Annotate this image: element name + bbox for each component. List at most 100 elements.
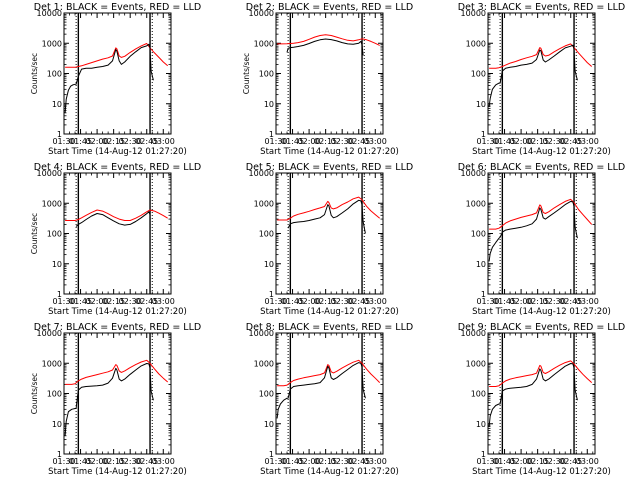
series-lld-line	[65, 209, 168, 221]
plot-frame	[63, 172, 172, 295]
y-tick-label: 10000	[249, 169, 274, 178]
series-lld-line	[277, 34, 380, 46]
x-tick-label: 03:00	[364, 457, 387, 466]
x-tick-label: 02:00	[86, 457, 109, 466]
y-tick-label: 10	[264, 260, 274, 269]
x-tick-label: 02:30	[331, 297, 354, 306]
y-tick-label: 1	[57, 450, 62, 459]
plot-frame	[63, 332, 172, 455]
x-axis-label: Start Time (14-Aug-12 01:27:20)	[472, 307, 611, 317]
x-tick-label: 01:45	[493, 457, 516, 466]
x-tick-label: 02:15	[526, 137, 549, 146]
x-axis-label: Start Time (14-Aug-12 01:27:20)	[260, 307, 399, 317]
x-tick-label: 02:00	[298, 457, 321, 466]
y-tick-label: 1000	[466, 199, 486, 208]
y-tick-label: 10000	[37, 9, 62, 18]
x-tick-label: 01:45	[69, 457, 92, 466]
x-tick-label: 02:15	[102, 137, 125, 146]
panel-9: Det 9: BLACK = Events, RED = LLD 1 10 100 10…	[458, 322, 625, 477]
series-lld-line	[489, 360, 593, 387]
x-axis-label: Start Time (14-Aug-12 01:27:20)	[472, 467, 611, 477]
series-events-line	[488, 200, 578, 262]
plot-frame	[487, 12, 596, 135]
y-tick-label: 10	[264, 420, 274, 429]
y-tick-label: 10000	[249, 9, 274, 18]
series-events-line	[64, 363, 154, 436]
series-lld-line	[277, 359, 381, 387]
y-tick-label: 1000	[42, 359, 62, 368]
y-tick-label: 10000	[249, 329, 274, 338]
x-axis-label: Start Time (14-Aug-12 01:27:20)	[48, 467, 187, 477]
series-lld-line	[489, 198, 593, 230]
x-tick-label: 02:15	[314, 137, 337, 146]
x-tick-label: 01:45	[281, 137, 304, 146]
x-axis-label: Start Time (14-Aug-12 01:27:20)	[472, 147, 611, 157]
y-tick-label: 1000	[42, 199, 62, 208]
x-tick-label: 02:00	[86, 137, 109, 146]
panel-title: Det 3: BLACK = Events, RED = LLD	[458, 2, 625, 13]
y-tick-label: 10	[264, 100, 274, 109]
panel-3: Det 3: BLACK = Events, RED = LLD 1 10 100 10…	[458, 2, 625, 157]
y-tick-label: 1000	[466, 359, 486, 368]
plot-frame	[487, 332, 596, 455]
x-tick-label: 02:00	[298, 137, 321, 146]
x-tick-label: 01:45	[493, 297, 516, 306]
x-tick-label: 03:00	[576, 457, 599, 466]
series-events-line	[488, 363, 578, 427]
y-tick-label: 100	[471, 390, 486, 399]
x-tick-label: 02:45	[559, 457, 582, 466]
x-axis-label: Start Time (14-Aug-12 01:27:20)	[48, 147, 187, 157]
x-tick-label: 01:30	[264, 457, 287, 466]
x-tick-label: 02:45	[559, 137, 582, 146]
x-tick-label: 02:30	[119, 297, 142, 306]
y-tick-label: 1	[269, 450, 274, 459]
y-tick-label: 10	[52, 420, 62, 429]
y-tick-label: 1	[481, 290, 486, 299]
y-tick-label: 10000	[37, 329, 62, 338]
y-tick-label: 1	[57, 130, 62, 139]
panel-title: Det 1: BLACK = Events, RED = LLD	[34, 2, 201, 13]
y-tick-label: 10000	[461, 329, 486, 338]
x-tick-label: 02:45	[135, 457, 158, 466]
panel-2: Det 2: BLACK = Events, RED = LLD 1 10 100 10…	[242, 2, 413, 157]
x-tick-label: 01:45	[281, 457, 304, 466]
y-tick-label: 10000	[37, 169, 62, 178]
series-lld-line	[277, 196, 381, 221]
series-events-line	[286, 38, 364, 56]
y-tick-label: 100	[47, 70, 62, 79]
series-events-line	[75, 211, 151, 227]
x-tick-label: 02:30	[543, 457, 566, 466]
panel-title: Det 5: BLACK = Events, RED = LLD	[246, 162, 413, 173]
y-tick-label: 1	[269, 130, 274, 139]
panel-title: Det 6: BLACK = Events, RED = LLD	[458, 162, 625, 173]
panel-4: Det 4: BLACK = Events, RED = LLD 1 10 100 10…	[30, 162, 201, 317]
x-tick-label: 02:30	[331, 457, 354, 466]
panel-title: Det 4: BLACK = Events, RED = LLD	[34, 162, 201, 173]
panel-title: Det 2: BLACK = Events, RED = LLD	[246, 2, 413, 13]
y-tick-label: 1000	[254, 359, 274, 368]
y-tick-label: 1	[481, 130, 486, 139]
x-tick-label: 02:15	[102, 297, 125, 306]
series-lld-line	[65, 359, 169, 385]
series-events-line	[64, 43, 154, 113]
x-tick-label: 01:30	[476, 457, 499, 466]
x-tick-label: 02:00	[298, 297, 321, 306]
y-tick-label: 1	[57, 290, 62, 299]
x-tick-label: 03:00	[152, 137, 175, 146]
panel-title: Det 7: BLACK = Events, RED = LLD	[34, 322, 201, 333]
y-tick-label: 10	[476, 100, 486, 109]
x-tick-label: 01:30	[52, 137, 75, 146]
x-tick-label: 03:00	[152, 457, 175, 466]
x-axis-label: Start Time (14-Aug-12 01:27:20)	[260, 467, 399, 477]
x-tick-label: 03:00	[576, 297, 599, 306]
x-tick-label: 02:30	[543, 137, 566, 146]
panel-7: Det 7: BLACK = Events, RED = LLD 1 10 100 10…	[30, 322, 201, 477]
x-tick-label: 02:15	[314, 457, 337, 466]
y-tick-label: 100	[259, 390, 274, 399]
plot-frame	[275, 12, 384, 135]
y-tick-label: 100	[259, 230, 274, 239]
x-tick-label: 03:00	[576, 137, 599, 146]
x-tick-label: 02:45	[135, 137, 158, 146]
panel-1: Det 1: BLACK = Events, RED = LLD 1 10 100 10…	[30, 2, 201, 157]
y-tick-label: 100	[471, 230, 486, 239]
